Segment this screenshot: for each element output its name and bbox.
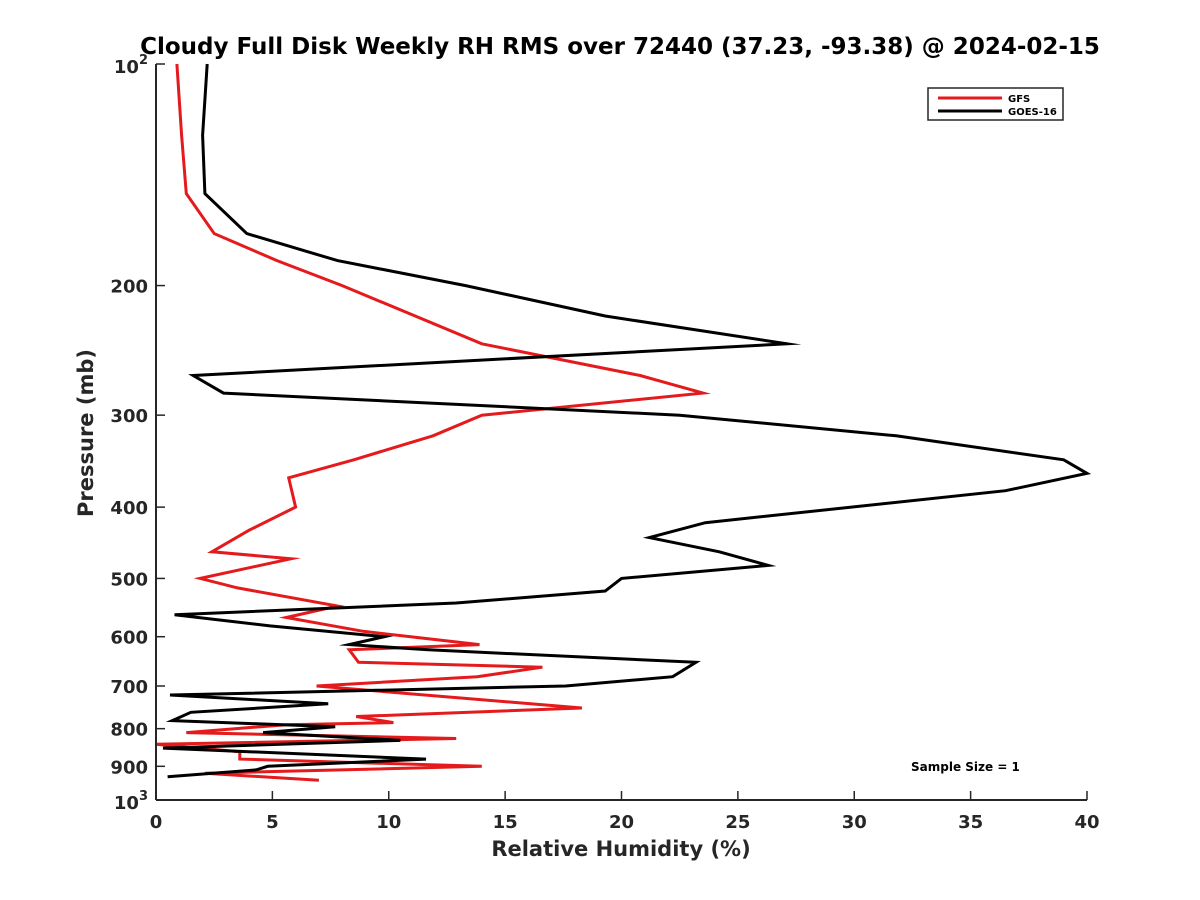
legend: GFS GOES-16: [927, 87, 1064, 121]
y-tick-label: 500: [110, 569, 148, 590]
y-tick-label: 200: [110, 277, 148, 298]
y-tick-label: 700: [110, 677, 148, 698]
x-tick-label: 5: [266, 812, 279, 833]
y-tick-label: 102: [114, 53, 148, 78]
x-tick-label: 15: [493, 812, 518, 833]
y-tick-label: 400: [110, 498, 148, 519]
axes-layer: 0 5 10 15 20 25 30 35 40 102 200 300 400 500 600 700 800…: [110, 53, 1099, 833]
y-tick-label: 800: [110, 720, 148, 741]
x-tick-label: 40: [1074, 812, 1099, 833]
y-tick-label: 600: [110, 628, 148, 649]
legend-box: [927, 87, 1064, 121]
y-tick-label: 103: [114, 789, 148, 814]
series-line-goes-16: [162, 63, 1092, 779]
x-tick-label: 0: [150, 812, 163, 833]
y-tick-label: 900: [110, 757, 148, 778]
plot-area: [156, 64, 1087, 800]
legend-label: GFS: [1008, 94, 1030, 105]
series-layer: [155, 63, 1092, 782]
y-axis-label: Pressure (mb): [74, 349, 98, 517]
x-tick-label: 35: [958, 812, 983, 833]
legend-label: GOES-16: [1008, 107, 1057, 118]
chart-title: Cloudy Full Disk Weekly RH RMS over 7244…: [140, 34, 1100, 60]
x-axis-label: Relative Humidity (%): [491, 837, 750, 861]
y-tick-label: 300: [110, 406, 148, 427]
x-tick-label: 25: [725, 812, 750, 833]
plot-background: [156, 64, 1087, 800]
x-tick-label: 20: [609, 812, 634, 833]
x-tick-label: 10: [376, 812, 401, 833]
x-tick-label: 30: [842, 812, 867, 833]
sample-size-annotation: Sample Size = 1: [911, 760, 1020, 774]
